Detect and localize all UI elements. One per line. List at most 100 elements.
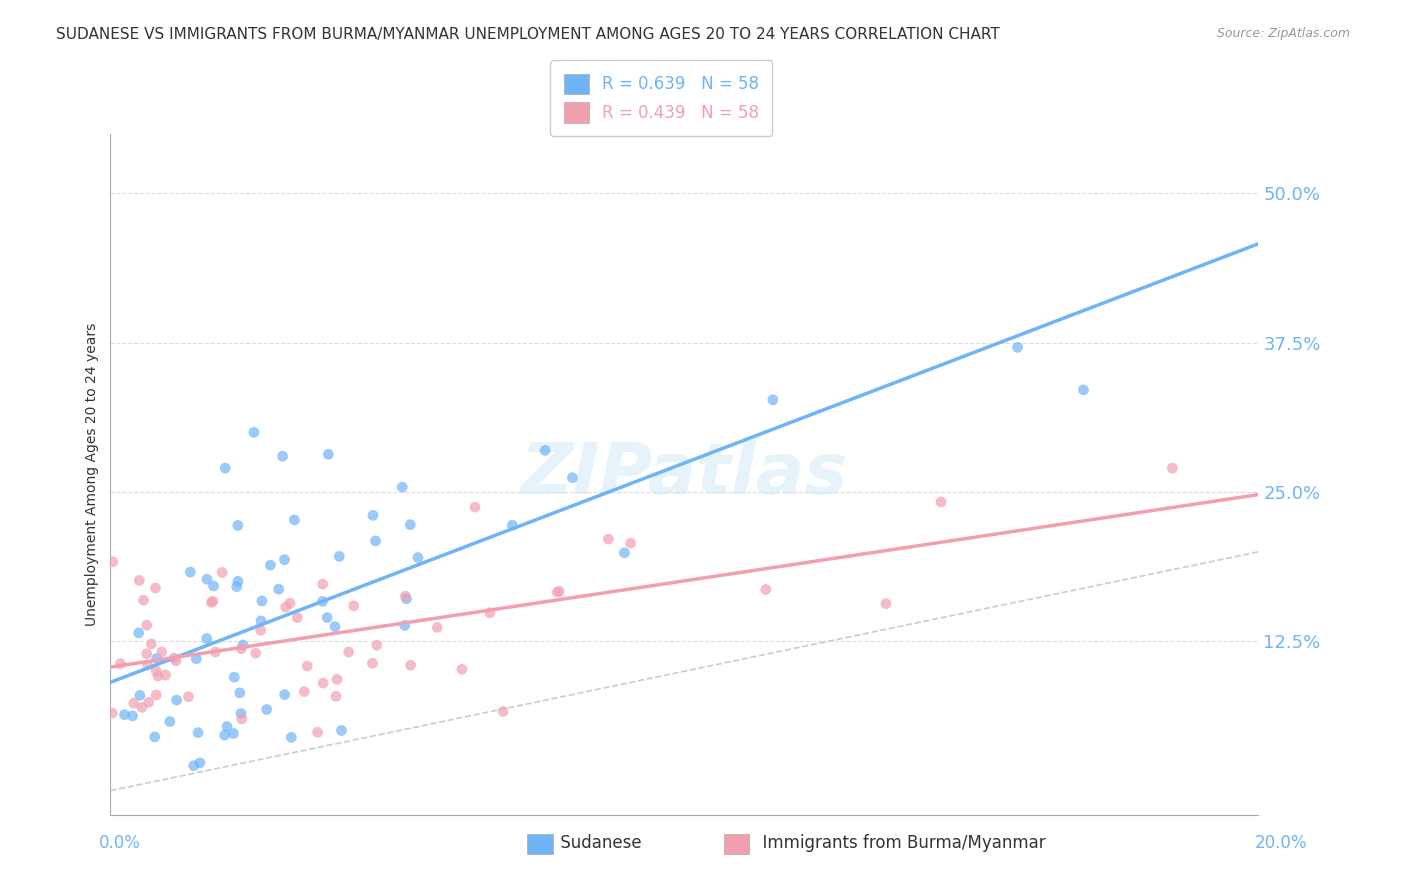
Point [131,700,153,714]
Point [145,688,167,702]
Point [229,706,252,721]
Point [135,647,157,661]
Point [399,658,422,673]
Point [323,619,346,633]
Point [478,606,501,620]
Point [146,669,169,683]
Point [183,758,205,772]
Point [395,591,418,606]
Point [492,705,515,719]
Point [214,461,236,475]
Point [214,728,236,742]
Y-axis label: Unemployment Among Ages 20 to 24 years: Unemployment Among Ages 20 to 24 years [86,323,100,626]
Point [1161,461,1184,475]
Point [155,668,177,682]
Point [138,695,160,709]
Point [274,600,297,615]
Point [250,594,273,608]
Point [307,725,329,739]
Point [165,654,187,668]
Point [364,533,387,548]
Point [136,658,159,673]
Point [224,670,246,684]
Point [1073,383,1095,397]
Point [394,589,416,603]
Point [337,645,360,659]
Point [366,638,388,652]
Text: Sudanese: Sudanese [534,834,643,852]
Point [229,686,252,700]
Point [145,581,167,595]
Point [326,673,349,687]
Point [929,495,952,509]
Point [145,664,167,678]
Point [451,662,474,676]
Point [325,690,347,704]
Point [135,618,157,632]
Point [141,637,163,651]
Point [195,572,218,586]
Point [187,725,209,739]
Point [204,645,226,659]
Point [150,645,173,659]
Point [534,443,557,458]
Point [292,684,315,698]
Point [114,707,136,722]
Text: Source: ZipAtlas.com: Source: ZipAtlas.com [1216,27,1350,40]
Point [249,624,271,638]
Point [245,646,267,660]
Point [406,550,429,565]
Point [361,657,384,671]
Point [101,555,124,569]
Point [188,756,211,770]
Point [110,657,132,671]
Text: ZIPatlas: ZIPatlas [520,440,848,508]
Text: Immigrants from Burma/Myanmar: Immigrants from Burma/Myanmar [731,834,1046,852]
Text: SUDANESE VS IMMIGRANTS FROM BURMA/MYANMAR UNEMPLOYMENT AMONG AGES 20 TO 24 YEARS: SUDANESE VS IMMIGRANTS FROM BURMA/MYANMA… [56,27,1000,42]
Point [201,594,224,608]
Point [316,610,339,624]
Point [394,618,416,632]
Legend: R = 0.639   N = 58, R = 0.439   N = 58: R = 0.639 N = 58, R = 0.439 N = 58 [551,61,772,136]
Point [311,594,333,608]
Point [128,625,150,640]
Point [297,659,319,673]
Point [250,614,273,628]
Point [501,518,523,533]
Point [243,425,266,440]
Point [620,536,643,550]
Point [226,518,249,533]
Point [159,714,181,729]
Point [163,651,186,665]
Point [145,651,167,665]
Point [101,706,124,720]
Point [361,508,384,523]
Point [1007,340,1029,354]
Point [226,574,249,589]
Point [231,641,253,656]
Point [132,593,155,607]
Point [177,690,200,704]
Point [129,689,152,703]
Point [755,582,778,597]
Point [200,595,222,609]
Point [318,447,340,461]
Point [166,693,188,707]
Point [546,585,568,599]
Point [143,730,166,744]
Point [121,709,143,723]
Point [231,712,253,726]
Point [328,549,350,564]
Point [195,632,218,646]
Point [273,688,295,702]
Text: 20.0%: 20.0% [1256,834,1308,852]
Point [280,731,302,745]
Point [225,580,247,594]
Point [391,480,413,494]
Point [312,676,335,690]
Point [271,449,294,463]
Point [426,620,449,634]
Point [875,597,897,611]
Point [561,471,583,485]
Point [232,638,254,652]
